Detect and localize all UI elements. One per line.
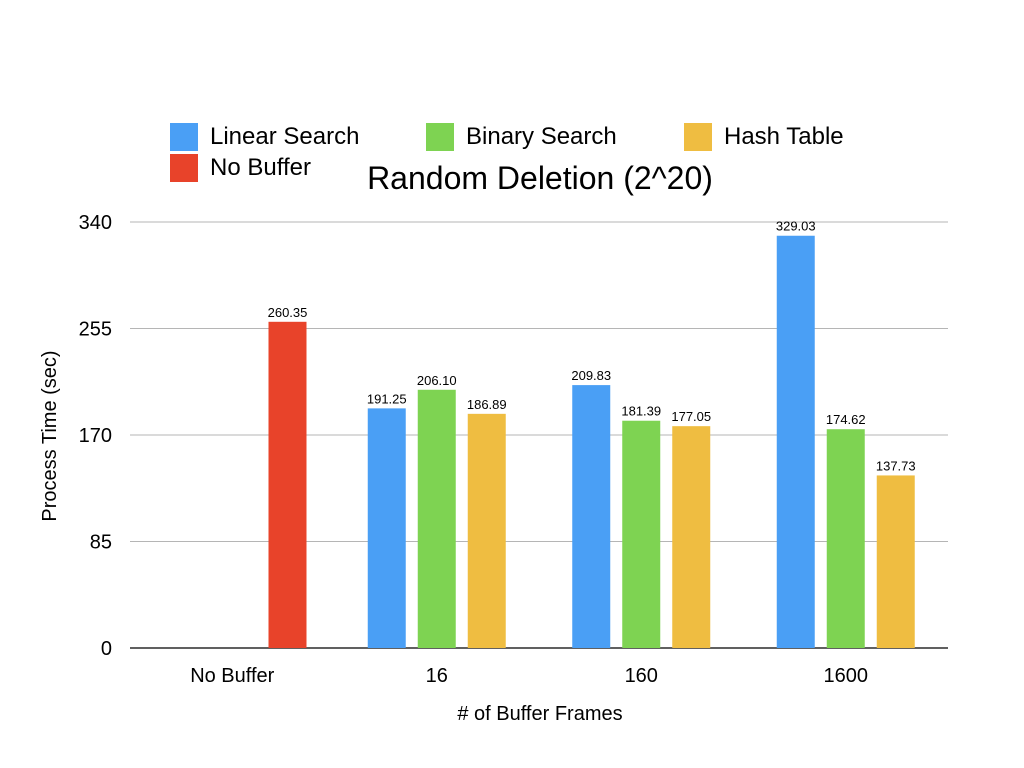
data-label: 260.35 [268,305,308,320]
x-tick-label: 16 [426,665,448,687]
chart-title: Random Deletion (2^20) [367,160,713,196]
bar [876,475,915,648]
y-tick-label: 85 [90,532,112,554]
legend-item-binary-search: Binary Search [426,123,617,151]
legend-label-binary-search: Binary Search [466,123,617,150]
legend-swatch-linear-search [170,123,198,151]
data-label: 191.25 [367,391,407,406]
legend-label-no-buffer: No Buffer [210,154,311,181]
data-labels: 260.35 191.25 206.10 186.89 209.83 181.39 177.… [268,219,916,474]
gridlines [130,221,948,649]
legend-swatch-hash-table [684,123,712,151]
x-tick-label: No Buffer [190,665,274,687]
y-tick-label: 170 [79,425,112,447]
legend-label-linear-search: Linear Search [210,123,360,150]
bar [417,389,456,648]
y-tick-label: 255 [79,319,112,341]
bar [826,429,865,648]
bar [622,420,661,648]
bar [467,413,506,648]
y-axis-label: Process Time (sec) [39,350,61,521]
data-label: 329.03 [776,219,816,234]
data-label: 206.10 [417,373,457,388]
data-label: 186.89 [467,397,507,412]
bar [672,426,711,648]
bar [367,408,406,648]
bars [268,235,915,649]
bar [268,321,307,648]
legend-label-hash-table: Hash Table [724,123,844,150]
legend-item-hash-table: Hash Table [684,123,844,151]
y-tick-label: 340 [79,212,112,234]
y-tick-label: 0 [101,638,112,660]
data-label: 137.73 [876,458,916,473]
x-tick-label: 160 [625,665,658,687]
x-axis-label: # of Buffer Frames [457,703,622,725]
legend-item-no-buffer: No Buffer [170,154,311,182]
legend-item-linear-search: Linear Search [170,123,359,151]
data-label: 181.39 [621,404,661,419]
y-tick-labels: 0 85 170 255 340 [79,212,112,660]
data-label: 177.05 [671,409,711,424]
data-label: 174.62 [826,412,866,427]
data-label: 209.83 [571,368,611,383]
bar [572,385,611,648]
legend-swatch-no-buffer [170,154,198,182]
bar [776,235,815,649]
x-tick-labels: No Buffer 16 160 1600 [190,665,868,687]
legend-swatch-binary-search [426,123,454,151]
x-tick-label: 1600 [824,665,869,687]
